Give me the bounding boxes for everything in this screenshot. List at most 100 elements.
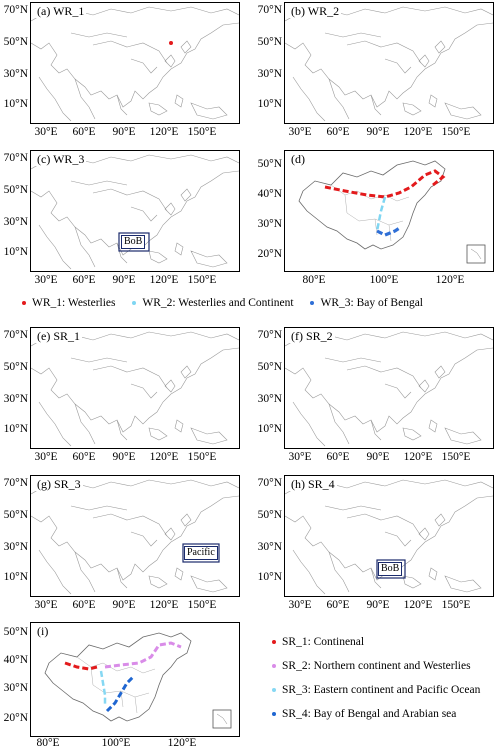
map-outline-3: [328, 403, 350, 445]
legend-item-sr1: SR_1: Continenal: [272, 636, 364, 648]
province-line-3: [104, 690, 150, 698]
map-outline-2: [38, 224, 72, 270]
lat-tick-label: 50°N: [257, 509, 282, 521]
lat-tick-label: 50°N: [257, 158, 282, 170]
map-outline-10: [346, 365, 422, 389]
lat-tick-label: 10°N: [257, 423, 282, 435]
lon-tick-label: 150°E: [441, 599, 471, 611]
lat-tick-label: 50°N: [3, 509, 28, 521]
map-outline-12: [130, 383, 158, 399]
province-line-2: [344, 194, 360, 222]
lat-tick-label: 50°N: [257, 36, 282, 48]
lon-tick-label: 150°E: [187, 126, 217, 138]
lon-tick-label: 120°E: [149, 126, 179, 138]
lat-tick-label: 10°N: [3, 98, 28, 110]
sr4-trajectories: [285, 476, 406, 579]
lat-tick-label: 20°N: [3, 712, 28, 724]
map-outline-12: [130, 206, 158, 222]
panel-label: (g) SR_3: [35, 477, 83, 491]
legend-text: SR_4: Bay of Bengal and Arabian sea: [282, 708, 457, 720]
lon-tick-label: 80°E: [302, 274, 326, 286]
wr2-trajectories: [285, 3, 493, 123]
lon-tick-label: 60°E: [72, 451, 96, 463]
map-outline-4: [370, 419, 382, 441]
map-outline-11: [70, 32, 128, 38]
legend-dot: [272, 664, 276, 669]
map-outline-3: [74, 403, 96, 445]
province-line-2: [90, 666, 106, 694]
map-outline-10: [346, 40, 422, 64]
panel-label: (f) SR_2: [289, 329, 335, 343]
lon-tick-label: 120°E: [435, 274, 465, 286]
map-outline-1: [31, 22, 239, 108]
pacific-box: [182, 543, 220, 563]
lat-tick-label: 40°N: [3, 654, 28, 666]
lat-tick-label: 70°N: [257, 477, 282, 489]
map-outline-4: [116, 419, 128, 441]
legend-text: WR_2: Westerlies and Continent: [142, 297, 294, 309]
lon-tick-label: 90°E: [112, 274, 136, 286]
legend-item-wr3: WR_3: Bay of Bengal: [310, 297, 423, 309]
lat-tick-label: 70°N: [3, 329, 28, 341]
lon-tick-label: 90°E: [112, 126, 136, 138]
map-outline-5: [418, 379, 430, 393]
lat-tick-label: 30°N: [257, 541, 282, 553]
lat-tick-label: 50°N: [3, 36, 28, 48]
map-outline-6: [434, 40, 446, 54]
receptor-point: [169, 41, 173, 45]
map-outline-1: [31, 347, 239, 433]
wr3-trajectories: [31, 151, 150, 252]
map-outline-3: [74, 78, 96, 120]
lon-tick-label: 120°E: [149, 599, 179, 611]
lat-tick-label: 70°N: [257, 329, 282, 341]
map-outline-11: [70, 505, 128, 511]
lon-tick-label: 60°E: [72, 126, 96, 138]
map-outline-1: [285, 22, 493, 108]
map-outline-2: [38, 549, 72, 595]
legend-text: WR_1: Westerlies: [32, 297, 116, 309]
map-outline-6: [180, 513, 192, 527]
map-outline-9: [190, 102, 228, 120]
lat-tick-label: 70°N: [3, 4, 28, 16]
lat-tick-label: 30°N: [3, 68, 28, 80]
route-segment: [105, 675, 135, 713]
map-outline-2: [38, 76, 72, 122]
legend-item-wr1: WR_1: Westerlies: [22, 297, 116, 309]
lon-tick-label: 30°E: [34, 599, 58, 611]
lat-tick-label: 30°N: [257, 218, 282, 230]
province-line-1: [370, 194, 410, 202]
legend-text: SR_3: Eastern continent and Pacific Ocea…: [282, 684, 481, 696]
china-outline: [298, 160, 446, 250]
map-outline-5: [164, 379, 176, 393]
legend-dot: [132, 301, 137, 305]
map-outline-1: [285, 347, 493, 433]
lat-tick-label: 20°N: [257, 248, 282, 260]
map-outline-4: [116, 242, 128, 264]
map-outline-8: [402, 575, 422, 589]
map-outline-7: [174, 94, 184, 108]
route-segment: [375, 196, 387, 232]
map-outline-12: [130, 58, 158, 74]
inset-outline: [470, 248, 482, 260]
map-outline-8: [402, 102, 422, 116]
sr2-trajectories: [285, 328, 493, 448]
legend-item-wr2: WR_2: Westerlies and Continent: [132, 297, 294, 309]
map-outline-12: [384, 531, 412, 547]
bob-box: [118, 232, 150, 252]
legend-text: SR_2: Northern continent and Westerlies: [282, 660, 471, 672]
lat-tick-label: 30°N: [3, 541, 28, 553]
legend-dot: [22, 301, 26, 305]
legend-text: SR_1: Continenal: [282, 636, 365, 648]
lat-tick-label: 30°N: [3, 393, 28, 405]
panel-label: (b) WR_2: [289, 4, 342, 18]
panel-label: (e) SR_1: [35, 329, 82, 343]
lat-tick-label: 30°N: [3, 216, 28, 228]
china-outline: [44, 632, 192, 722]
sr3-trajectories: [31, 476, 220, 563]
lon-tick-label: 150°E: [187, 451, 217, 463]
lon-tick-label: 120°E: [149, 451, 179, 463]
map-outline-8: [402, 427, 422, 441]
map-outline-9: [190, 427, 228, 445]
map-outline-3: [74, 226, 96, 268]
map-outline-2: [38, 401, 72, 447]
